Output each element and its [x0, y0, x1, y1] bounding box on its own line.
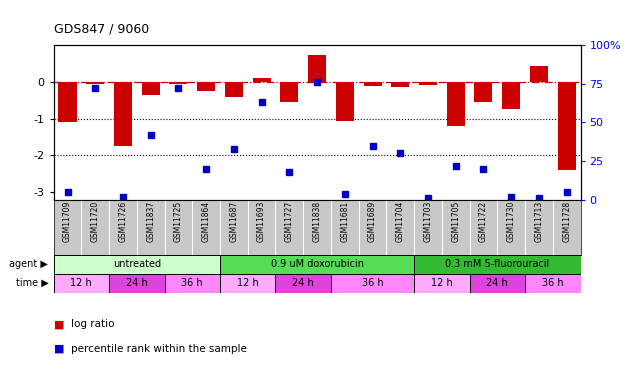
Text: percentile rank within the sample: percentile rank within the sample — [71, 344, 247, 354]
Bar — [142, 82, 160, 95]
Text: GSM11728: GSM11728 — [562, 201, 571, 242]
Bar — [86, 82, 104, 84]
Bar — [502, 82, 520, 110]
Text: GSM11727: GSM11727 — [285, 201, 294, 242]
Text: GSM11837: GSM11837 — [146, 201, 155, 242]
Text: GSM11693: GSM11693 — [257, 201, 266, 242]
Text: agent ▶: agent ▶ — [9, 259, 49, 269]
Bar — [308, 56, 326, 82]
Text: 36 h: 36 h — [182, 278, 203, 288]
Bar — [54, 274, 109, 292]
Text: GSM11720: GSM11720 — [91, 201, 100, 242]
Text: 24 h: 24 h — [126, 278, 148, 288]
Text: time ▶: time ▶ — [16, 278, 49, 288]
Bar — [419, 82, 437, 85]
Text: GSM11705: GSM11705 — [451, 201, 460, 242]
Bar — [414, 274, 469, 292]
Text: GSM11864: GSM11864 — [202, 201, 211, 242]
Text: 24 h: 24 h — [292, 278, 314, 288]
Bar — [165, 274, 220, 292]
Text: GDS847 / 9060: GDS847 / 9060 — [54, 22, 149, 36]
Bar — [391, 82, 410, 87]
Text: GSM11725: GSM11725 — [174, 201, 183, 242]
Text: GSM11713: GSM11713 — [534, 201, 543, 242]
Text: GSM11687: GSM11687 — [230, 201, 239, 242]
Bar — [525, 274, 581, 292]
Bar — [220, 274, 276, 292]
Text: 24 h: 24 h — [487, 278, 508, 288]
Text: GSM11709: GSM11709 — [63, 201, 72, 242]
Bar — [530, 66, 548, 82]
Bar — [276, 274, 331, 292]
Bar — [169, 82, 187, 84]
Text: untreated: untreated — [113, 259, 161, 269]
Bar — [331, 274, 414, 292]
Text: GSM11689: GSM11689 — [368, 201, 377, 242]
Bar — [225, 82, 243, 97]
Bar — [114, 82, 132, 146]
Bar — [558, 82, 575, 170]
Text: ■: ■ — [54, 344, 64, 354]
Text: GSM11722: GSM11722 — [479, 201, 488, 242]
Text: GSM11726: GSM11726 — [119, 201, 127, 242]
Text: log ratio: log ratio — [71, 320, 115, 329]
Text: ■: ■ — [54, 320, 64, 329]
Bar — [220, 255, 414, 274]
Text: GSM11838: GSM11838 — [312, 201, 322, 242]
Bar — [197, 82, 215, 91]
Bar — [363, 82, 382, 86]
Bar — [414, 255, 581, 274]
Text: 12 h: 12 h — [431, 278, 452, 288]
Bar — [109, 274, 165, 292]
Text: 12 h: 12 h — [237, 278, 259, 288]
Bar — [469, 274, 525, 292]
Bar — [475, 82, 492, 102]
Text: GSM11681: GSM11681 — [340, 201, 350, 242]
Bar — [280, 82, 298, 102]
Text: 36 h: 36 h — [542, 278, 563, 288]
Text: 36 h: 36 h — [362, 278, 384, 288]
Text: GSM11703: GSM11703 — [423, 201, 432, 242]
Bar — [336, 82, 354, 120]
Bar — [447, 82, 465, 126]
Text: 12 h: 12 h — [71, 278, 92, 288]
Bar — [54, 255, 220, 274]
Text: GSM11704: GSM11704 — [396, 201, 404, 242]
Bar — [252, 78, 271, 82]
Text: 0.3 mM 5-fluorouracil: 0.3 mM 5-fluorouracil — [445, 259, 550, 269]
Text: 0.9 uM doxorubicin: 0.9 uM doxorubicin — [271, 259, 363, 269]
Bar — [59, 82, 76, 122]
Text: GSM11730: GSM11730 — [507, 201, 516, 242]
